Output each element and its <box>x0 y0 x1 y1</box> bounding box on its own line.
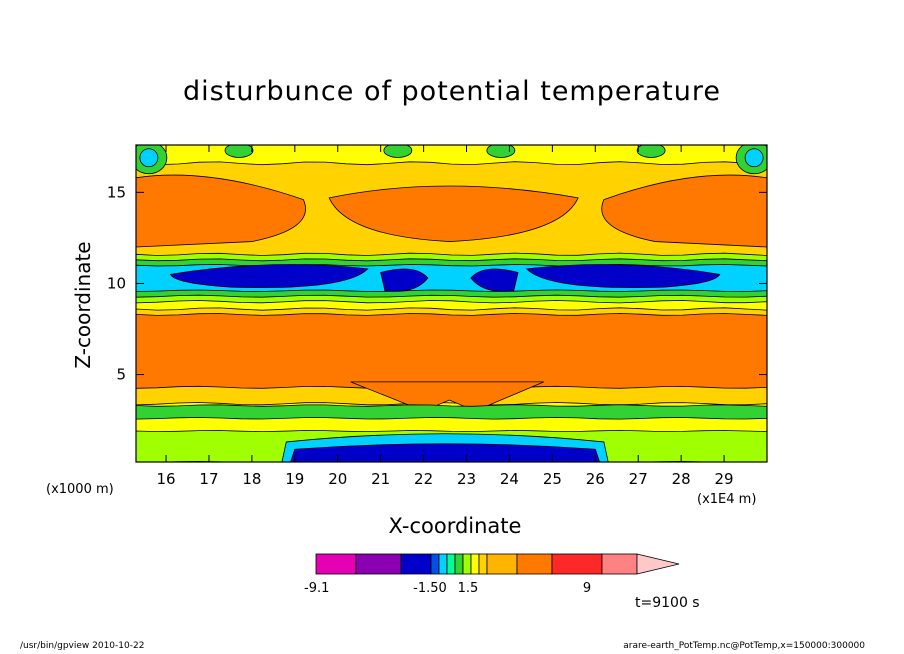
colorbar: -9.1 -1.50 1.5 9 <box>304 553 680 596</box>
colorbar-cell-0 <box>315 553 357 575</box>
footer-left: /usr/bin/gpview 2010-10-22 <box>20 641 145 651</box>
colorbar-arrow <box>636 553 680 575</box>
x-tick-label-16: 16 <box>157 470 176 488</box>
upper-left-lobe <box>136 174 306 248</box>
y-tick-label-15: 15 <box>107 183 126 201</box>
top-green-blob <box>636 145 666 158</box>
x-axis-label: X-coordinate <box>388 514 522 538</box>
top-cyan-blob <box>139 148 159 168</box>
colorbar-cell-4 <box>438 553 448 575</box>
colorbar-cell-10 <box>486 553 518 575</box>
x-tick-label-23: 23 <box>457 470 476 488</box>
top-green-blob <box>486 145 516 158</box>
colorbar-cell-11 <box>516 553 553 575</box>
colorbar-label-0: -9.1 <box>304 581 329 596</box>
x-tick-label-27: 27 <box>629 470 648 488</box>
bottom-blue <box>290 443 601 462</box>
jet-blue-center-left <box>380 268 429 292</box>
colorbar-cell-9 <box>478 553 488 575</box>
colorbar-label-1: -1.50 <box>413 581 447 596</box>
x-tick-label-20: 20 <box>328 470 347 488</box>
green-band <box>136 404 767 420</box>
x-tick-label-21: 21 <box>371 470 390 488</box>
jet-blue-right <box>525 264 721 289</box>
upper-center-lobe <box>328 185 579 242</box>
x-tick-label-26: 26 <box>586 470 605 488</box>
time-label: t=9100 s <box>635 595 700 611</box>
colorbar-cell-12 <box>551 553 603 575</box>
top-green-blob <box>224 145 254 158</box>
colorbar-cell-7 <box>462 553 472 575</box>
colorbar-cell-1 <box>355 553 402 575</box>
colorbar-label-2: 1.5 <box>458 581 479 596</box>
x-unit-label: (x1000 m) <box>46 482 114 497</box>
colorbar-label-3: 9 <box>583 581 591 596</box>
colorbar-cell-8 <box>470 553 480 575</box>
top-green-blob <box>383 145 413 158</box>
top-cyan-blob <box>744 148 764 168</box>
x-tick-label-17: 17 <box>199 470 218 488</box>
upper-right-lobe <box>601 174 767 248</box>
footer-right: arare-earth_PotTemp.nc@PotTemp,x=150000:… <box>623 641 865 651</box>
colorbar-cell-5 <box>446 553 456 575</box>
colorbar-cell-3 <box>430 553 440 575</box>
jet-blue-left <box>169 264 369 289</box>
colorbar-cell-2 <box>400 553 432 575</box>
x-tick-label-19: 19 <box>285 470 304 488</box>
colorbar-cell-6 <box>454 553 464 575</box>
x-tick-label-22: 22 <box>414 470 433 488</box>
colorbar-cell-13 <box>601 553 638 575</box>
plot-frame <box>135 144 768 463</box>
chart-title: disturbunce of potential temperature <box>183 76 721 107</box>
x-tick-label-29: 29 <box>715 470 734 488</box>
y-tick-label-10: 10 <box>107 274 126 292</box>
jet-blue-center-right <box>470 268 519 292</box>
y-tick-label-5: 5 <box>116 366 126 384</box>
mid-orange-band <box>136 312 767 389</box>
plot-area <box>136 145 767 462</box>
x-scale-label: (x1E4 m) <box>697 492 757 507</box>
x-tick-label-18: 18 <box>242 470 261 488</box>
x-tick-label-24: 24 <box>500 470 519 488</box>
axis-ticks: 16 17 18 19 20 21 22 23 24 25 26 27 28 29 5 10 15 <box>107 145 767 488</box>
x-tick-label-28: 28 <box>672 470 691 488</box>
x-tick-label-25: 25 <box>543 470 562 488</box>
